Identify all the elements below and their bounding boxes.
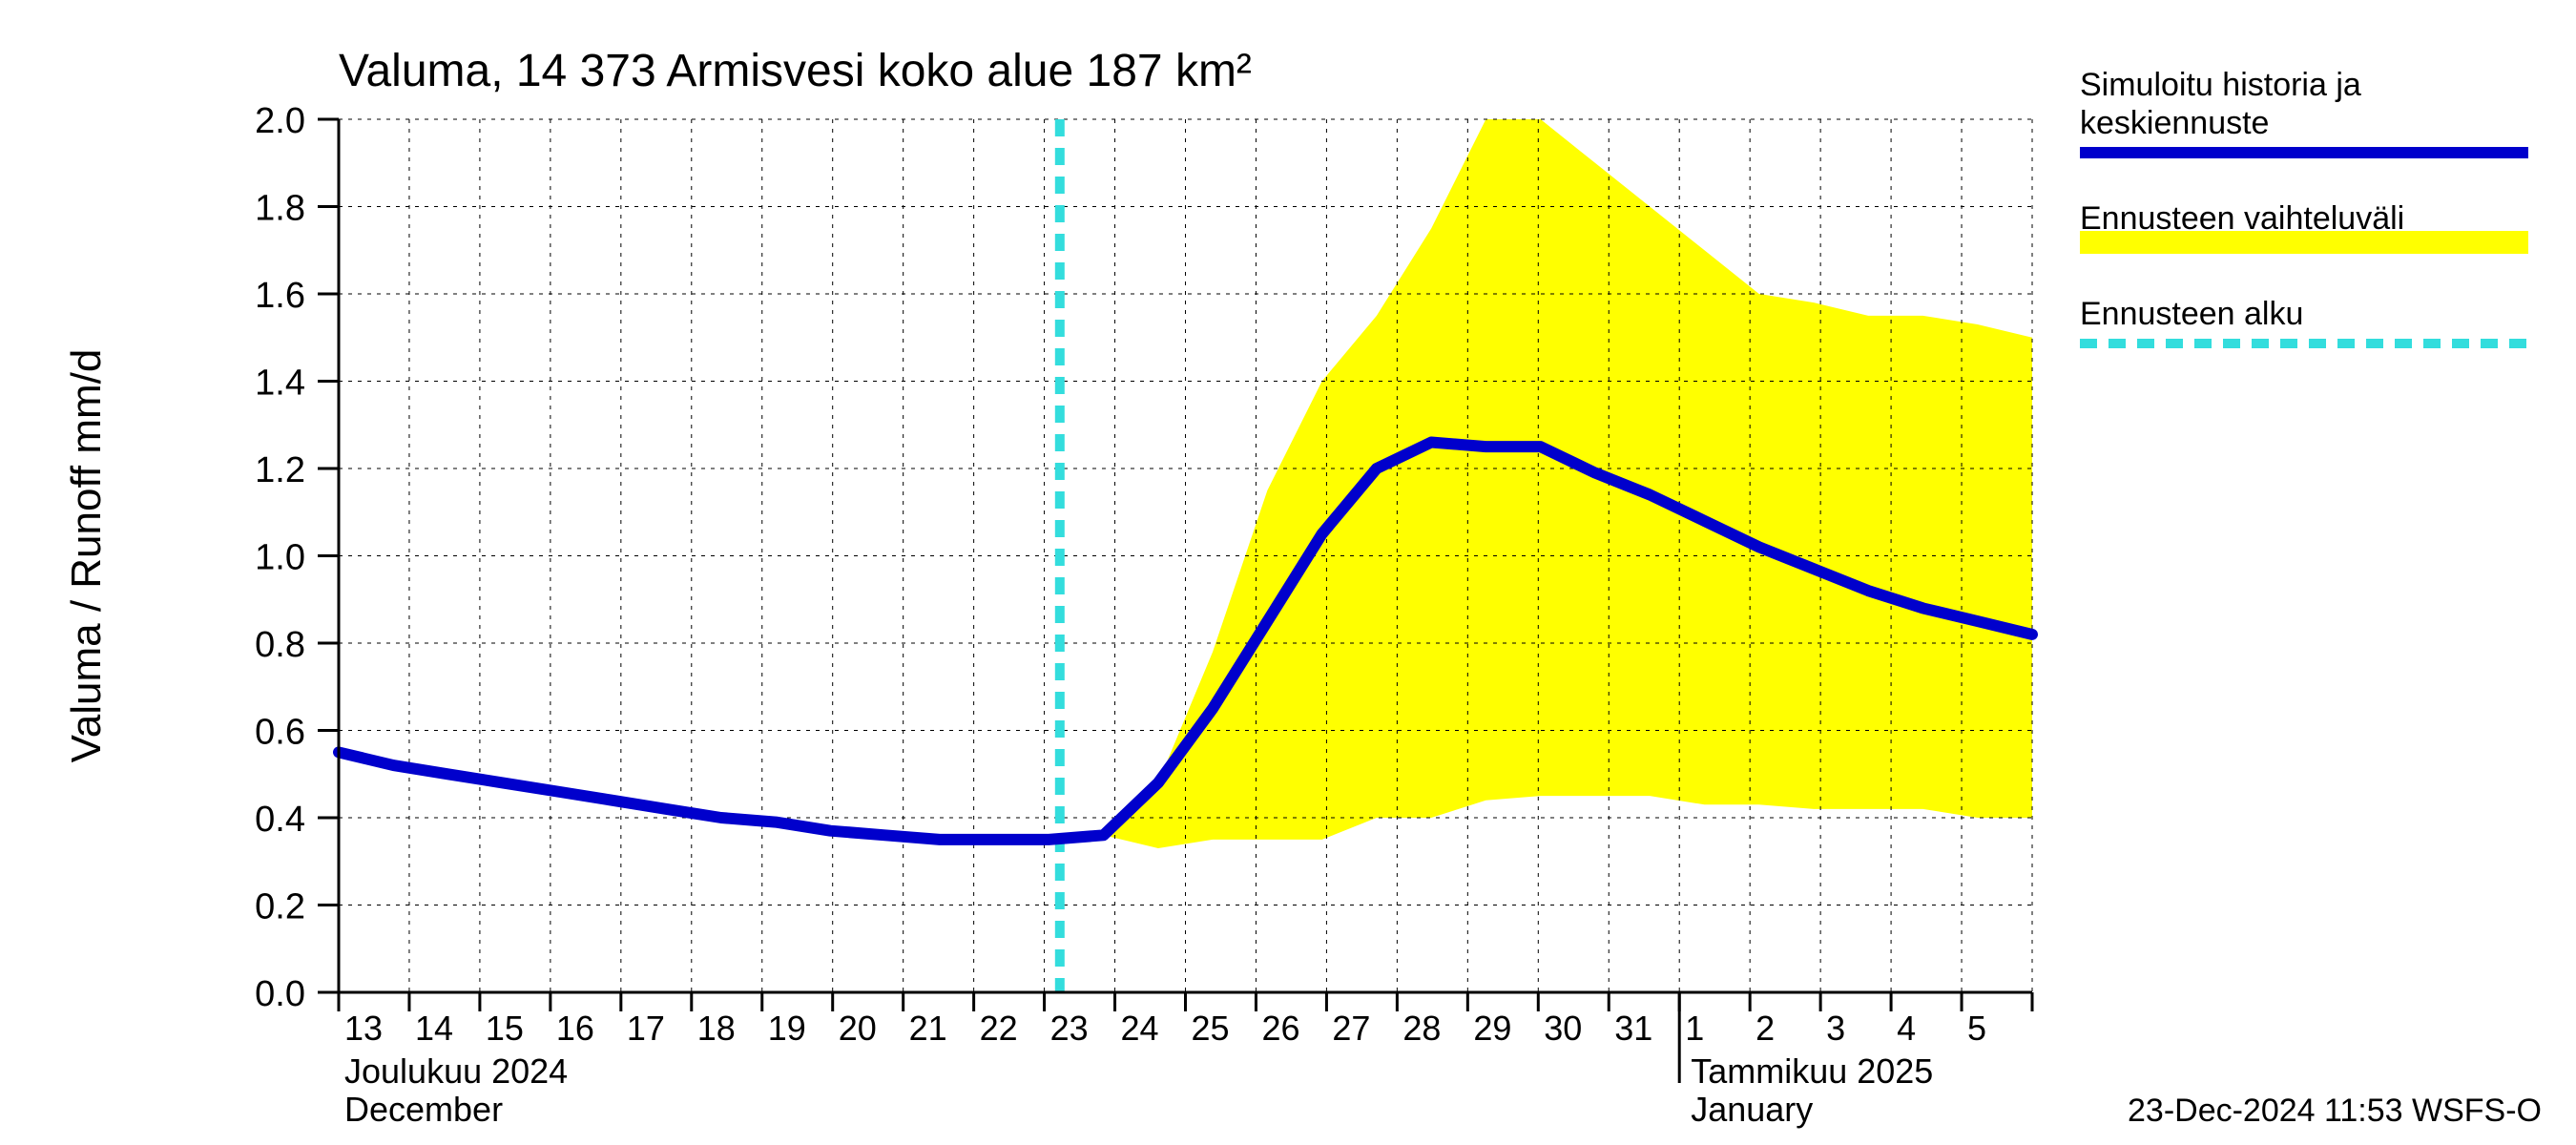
x-tick-label: 1 bbox=[1685, 1009, 1704, 1048]
month-label-right-2: January bbox=[1691, 1090, 1813, 1129]
legend-swatch bbox=[2080, 231, 2528, 254]
x-tick-label: 4 bbox=[1897, 1009, 1916, 1048]
x-tick-label: 17 bbox=[627, 1009, 665, 1048]
y-tick-label: 1.4 bbox=[255, 364, 305, 404]
y-tick-label: 2.0 bbox=[255, 101, 305, 141]
legend-label: Ennusteen alku bbox=[2080, 296, 2303, 332]
x-tick-label: 28 bbox=[1402, 1009, 1441, 1048]
y-tick-label: 0.0 bbox=[255, 974, 305, 1014]
x-tick-label: 5 bbox=[1967, 1009, 1986, 1048]
legend-label: Simuloitu historia ja bbox=[2080, 67, 2361, 103]
y-axis-label: Valuma / Runoff mm/d bbox=[63, 349, 110, 763]
month-label-left-2: December bbox=[344, 1090, 503, 1129]
x-tick-label: 23 bbox=[1050, 1009, 1089, 1048]
x-tick-label: 19 bbox=[768, 1009, 806, 1048]
x-tick-label: 24 bbox=[1121, 1009, 1159, 1048]
x-tick-label: 26 bbox=[1261, 1009, 1299, 1048]
x-tick-label: 14 bbox=[415, 1009, 453, 1048]
x-tick-label: 3 bbox=[1826, 1009, 1845, 1048]
y-tick-label: 0.6 bbox=[255, 713, 305, 753]
x-tick-label: 2 bbox=[1755, 1009, 1775, 1048]
x-tick-label: 18 bbox=[697, 1009, 736, 1048]
x-tick-label: 20 bbox=[839, 1009, 877, 1048]
x-tick-label: 15 bbox=[486, 1009, 524, 1048]
chart-svg: 0.00.20.40.60.81.01.21.41.61.82.01314151… bbox=[0, 0, 2576, 1145]
y-tick-label: 1.2 bbox=[255, 450, 305, 490]
x-tick-label: 21 bbox=[909, 1009, 947, 1048]
y-tick-label: 0.8 bbox=[255, 625, 305, 665]
x-tick-label: 31 bbox=[1614, 1009, 1652, 1048]
x-tick-label: 16 bbox=[556, 1009, 594, 1048]
x-tick-label: 22 bbox=[980, 1009, 1018, 1048]
chart-title: Valuma, 14 373 Armisvesi koko alue 187 k… bbox=[339, 46, 1252, 96]
y-tick-label: 0.2 bbox=[255, 887, 305, 927]
y-tick-label: 0.4 bbox=[255, 800, 305, 840]
month-label-right-1: Tammikuu 2025 bbox=[1691, 1051, 1933, 1091]
x-tick-label: 27 bbox=[1332, 1009, 1370, 1048]
month-label-left-1: Joulukuu 2024 bbox=[344, 1051, 568, 1091]
footer-timestamp: 23-Dec-2024 11:53 WSFS-O bbox=[2128, 1093, 2542, 1129]
y-tick-label: 1.0 bbox=[255, 538, 305, 578]
legend-label: keskiennuste bbox=[2080, 105, 2269, 141]
x-tick-label: 29 bbox=[1473, 1009, 1511, 1048]
y-tick-label: 1.6 bbox=[255, 276, 305, 316]
chart-container: 0.00.20.40.60.81.01.21.41.61.82.01314151… bbox=[0, 0, 2576, 1145]
x-tick-label: 13 bbox=[344, 1009, 383, 1048]
x-tick-label: 25 bbox=[1192, 1009, 1230, 1048]
y-tick-label: 1.8 bbox=[255, 189, 305, 229]
x-tick-label: 30 bbox=[1544, 1009, 1582, 1048]
